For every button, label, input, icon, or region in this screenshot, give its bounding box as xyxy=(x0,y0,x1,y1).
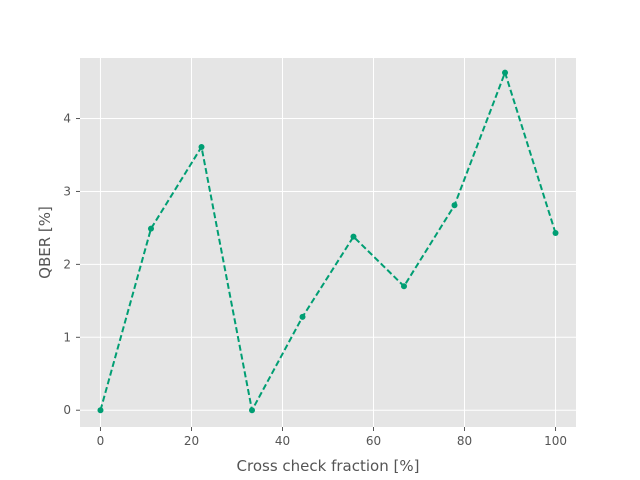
y-tick-label: 1 xyxy=(63,330,71,344)
x-tick-label: 60 xyxy=(366,434,381,448)
x-tick-label: 80 xyxy=(457,434,472,448)
data-point xyxy=(97,407,104,414)
y-tick-label: 2 xyxy=(63,257,71,271)
y-tick-label: 0 xyxy=(63,403,71,417)
data-point xyxy=(299,313,306,320)
data-point xyxy=(502,69,509,76)
x-axis-label: Cross check fraction [%] xyxy=(237,457,420,475)
data-point xyxy=(400,283,407,290)
x-tick-label: 20 xyxy=(184,434,199,448)
data-point xyxy=(198,143,205,150)
y-tick-label: 4 xyxy=(63,112,71,126)
data-point xyxy=(249,407,256,414)
x-tick-label: 100 xyxy=(544,434,567,448)
plot-area xyxy=(80,58,576,427)
x-tick-label: 40 xyxy=(275,434,290,448)
axis-ticks: 0 20 40 60 80 100 0 1 2 3 4 xyxy=(63,112,567,448)
grid-lines xyxy=(80,58,576,427)
data-point xyxy=(147,225,154,232)
y-axis-label: QBER [%] xyxy=(36,206,54,279)
y-tick-label: 3 xyxy=(63,184,71,198)
data-point xyxy=(451,202,458,209)
data-point xyxy=(552,230,559,237)
data-series xyxy=(97,69,559,414)
x-tick-label: 0 xyxy=(97,434,105,448)
series-line xyxy=(99,69,557,414)
data-point xyxy=(350,233,357,240)
